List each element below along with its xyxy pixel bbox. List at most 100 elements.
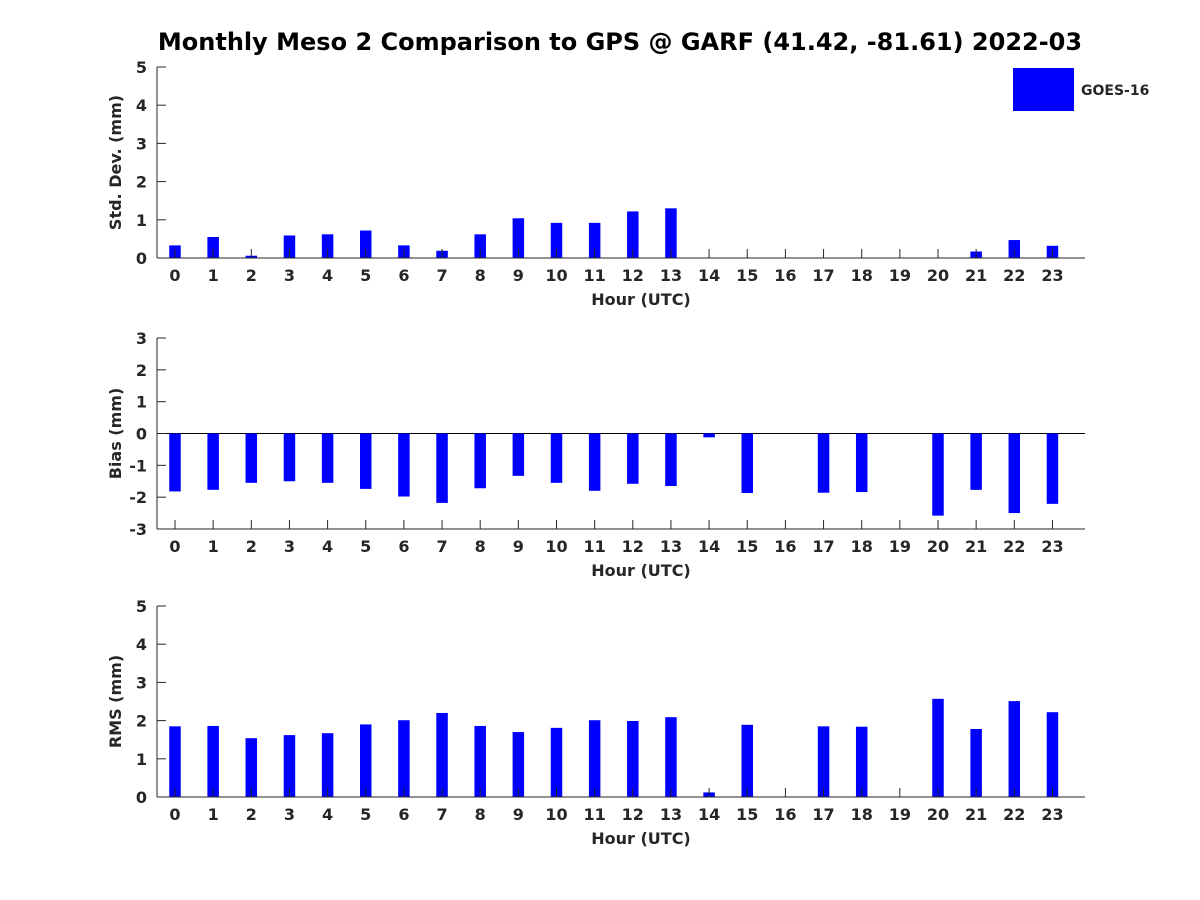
y-tick-label: -3	[129, 520, 147, 539]
x-tick-label: 16	[774, 537, 796, 556]
bar	[588, 222, 601, 258]
x-tick-label: 11	[584, 537, 606, 556]
y-tick-label: 3	[136, 673, 147, 692]
subplot-3: 0 1 2 3 4 5 6 7 8 9 10 11 12 13 14 15 16 17 18 19 20 21 22 23Ho…	[106, 597, 1085, 848]
y-tick-label: 2	[136, 361, 147, 380]
bar	[283, 735, 296, 797]
x-tick-label: 2	[246, 805, 257, 824]
bar	[169, 433, 181, 492]
bar	[817, 726, 830, 797]
bar	[932, 698, 944, 797]
x-tick-label: 17	[812, 805, 834, 824]
x-axis-label: Hour (UTC)	[591, 290, 691, 309]
x-tick-label: 23	[1041, 805, 1063, 824]
bar	[817, 433, 830, 493]
x-tick-label: 5	[360, 266, 371, 285]
x-tick-label: 17	[812, 537, 834, 556]
bar	[1046, 433, 1059, 504]
y-axis-label: RMS (mm)	[106, 655, 125, 748]
bar	[321, 234, 334, 258]
x-tick-label: 1	[208, 805, 219, 824]
y-axis-label: Std. Dev. (mm)	[106, 95, 125, 230]
bar	[283, 433, 296, 482]
bar	[321, 733, 334, 797]
x-tick-label: 0	[169, 266, 180, 285]
legend-swatch	[1013, 68, 1074, 111]
x-tick-label: 20	[927, 537, 949, 556]
x-tick-label: 22	[1003, 266, 1025, 285]
bar	[741, 433, 753, 494]
y-tick-label: 2	[136, 173, 147, 192]
bar	[283, 235, 296, 258]
x-tick-label: 8	[475, 537, 486, 556]
bar	[245, 738, 258, 797]
bar	[855, 726, 868, 797]
x-tick-label: 1	[208, 537, 219, 556]
bar	[665, 717, 677, 797]
y-tick-label: 4	[136, 96, 147, 115]
bar	[665, 433, 677, 487]
bar	[627, 720, 639, 797]
x-tick-label: 20	[927, 266, 949, 285]
x-tick-label: 7	[436, 537, 447, 556]
bar	[245, 433, 258, 483]
bar	[855, 433, 868, 493]
x-tick-label: 15	[736, 805, 758, 824]
x-tick-label: 22	[1003, 537, 1025, 556]
y-tick-label: -1	[129, 456, 147, 475]
bar	[932, 433, 944, 516]
bar	[512, 218, 525, 258]
x-tick-label: 13	[660, 537, 682, 556]
x-tick-label: 19	[889, 537, 911, 556]
bar	[627, 211, 639, 258]
x-tick-label: 6	[398, 805, 409, 824]
bar	[512, 732, 525, 797]
x-tick-label: 19	[889, 805, 911, 824]
x-tick-label: 11	[584, 805, 606, 824]
x-tick-label: 14	[698, 266, 720, 285]
x-tick-label: 7	[436, 266, 447, 285]
x-tick-label: 4	[322, 805, 333, 824]
legend-label: GOES-16	[1081, 83, 1149, 99]
bar	[550, 433, 563, 483]
x-tick-label: 6	[398, 537, 409, 556]
bar	[360, 230, 372, 258]
bar	[436, 712, 448, 797]
x-tick-label: 8	[475, 266, 486, 285]
bar	[970, 433, 982, 490]
y-tick-label: 5	[136, 58, 147, 77]
x-tick-label: 13	[660, 805, 682, 824]
bar	[398, 433, 410, 497]
x-tick-label: 3	[284, 537, 295, 556]
bar	[321, 433, 334, 483]
bar	[970, 729, 982, 797]
x-tick-label: 21	[965, 537, 987, 556]
x-tick-label: 15	[736, 537, 758, 556]
y-tick-label: 3	[136, 329, 147, 348]
bar	[169, 726, 181, 797]
bar	[588, 720, 601, 797]
bar	[512, 433, 525, 476]
bar	[474, 725, 486, 797]
y-axis-label: Bias (mm)	[106, 388, 125, 480]
bar	[207, 236, 219, 258]
legend: GOES-16	[1013, 68, 1149, 111]
x-tick-label: 8	[475, 805, 486, 824]
y-tick-label: 2	[136, 712, 147, 731]
x-tick-label: 9	[513, 805, 524, 824]
x-tick-label: 21	[965, 266, 987, 285]
x-tick-label: 9	[513, 266, 524, 285]
bar	[207, 433, 219, 490]
x-tick-label: 17	[812, 266, 834, 285]
x-tick-label: 3	[284, 805, 295, 824]
x-tick-label: 16	[774, 805, 796, 824]
y-tick-label: 5	[136, 597, 147, 616]
x-tick-label: 5	[360, 805, 371, 824]
y-tick-label: 1	[136, 211, 147, 230]
x-tick-label: 21	[965, 805, 987, 824]
x-tick-label: 10	[545, 537, 567, 556]
chart-title: Monthly Meso 2 Comparison to GPS @ GARF …	[157, 28, 1083, 56]
x-tick-label: 4	[322, 537, 333, 556]
x-tick-label: 18	[851, 805, 873, 824]
